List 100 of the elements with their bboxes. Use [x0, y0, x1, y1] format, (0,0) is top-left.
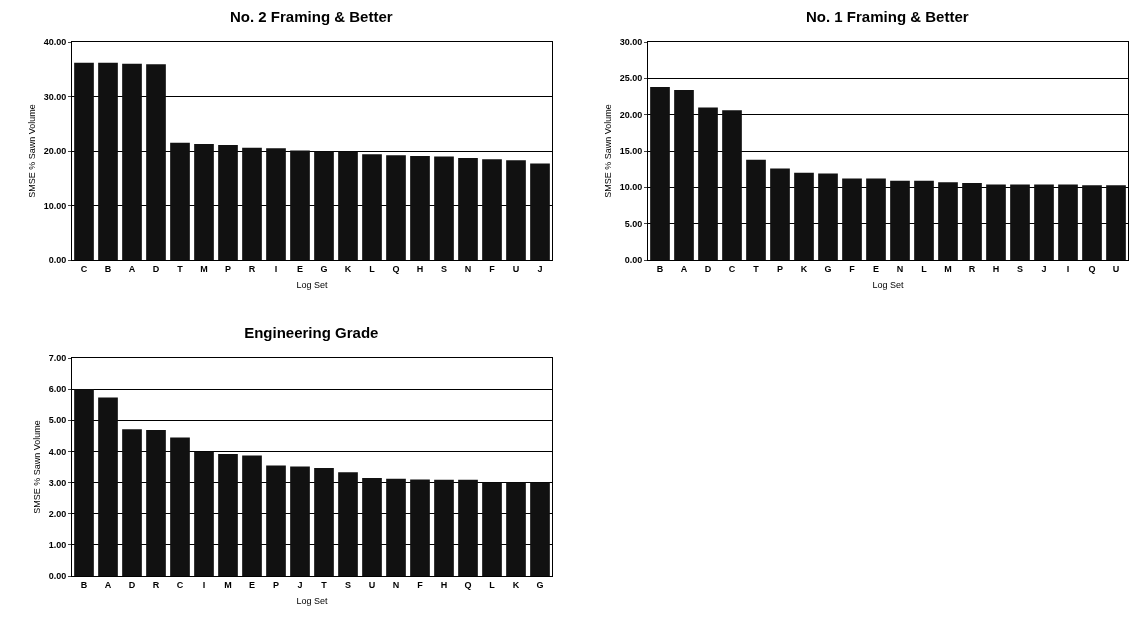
x-tick-label: K	[512, 579, 520, 590]
bar	[122, 63, 142, 260]
x-tick-label: P	[224, 263, 232, 274]
bar	[266, 148, 286, 260]
y-tick-label: 7.00	[48, 353, 67, 364]
bar	[74, 62, 94, 260]
x-tick-label: N	[392, 579, 400, 590]
y-axis-title: SMSE % Sawn Volume	[603, 104, 614, 198]
x-tick-label: N	[896, 263, 904, 274]
x-tick-label: R	[248, 263, 256, 274]
x-tick-label: L	[489, 579, 496, 590]
bar	[1010, 184, 1030, 260]
x-axis-title: Log Set	[872, 279, 905, 290]
x-tick-label: F	[489, 263, 496, 274]
x-tick-label: J	[297, 579, 303, 590]
bar	[290, 150, 310, 260]
x-tick-label: I	[274, 263, 278, 274]
bar	[938, 182, 958, 260]
bar	[362, 477, 382, 576]
x-tick-label: N	[464, 263, 472, 274]
y-tick-label: 6.00	[48, 384, 67, 395]
x-tick-label: P	[272, 579, 280, 590]
y-tick-label: 4.00	[48, 446, 67, 457]
bar	[650, 87, 670, 260]
bar	[170, 437, 190, 576]
bar	[434, 479, 454, 576]
x-tick-label: A	[104, 579, 112, 590]
x-tick-label: M	[200, 263, 208, 274]
bar	[794, 172, 814, 260]
x-tick-label: G	[320, 263, 328, 274]
x-tick-label: P	[776, 263, 784, 274]
x-tick-label: E	[248, 579, 256, 590]
x-tick-label: D	[152, 263, 160, 274]
bar	[842, 178, 862, 260]
x-tick-label: U	[1112, 263, 1120, 274]
x-tick-label: Q	[1088, 263, 1096, 274]
x-tick-label: S	[344, 579, 352, 590]
x-axis-title: Log Set	[296, 595, 329, 606]
x-tick-label: I	[202, 579, 206, 590]
bar	[314, 151, 334, 260]
y-tick-label: 20.00	[619, 109, 643, 120]
bar	[482, 159, 502, 260]
bar	[770, 168, 790, 260]
bar	[1106, 185, 1126, 260]
bar	[170, 142, 190, 260]
x-axis-title: Log Set	[296, 279, 329, 290]
y-tick-label: 15.00	[619, 146, 643, 157]
bar	[410, 479, 430, 576]
chart-title: Engineering Grade	[244, 323, 379, 341]
chart-title: No. 2 Framing & Better	[230, 7, 393, 25]
x-tick-label: C	[80, 263, 88, 274]
bar	[386, 478, 406, 576]
x-tick-label: S	[1016, 263, 1024, 274]
bar	[1034, 184, 1054, 260]
bar	[914, 180, 934, 260]
x-tick-label: T	[177, 263, 184, 274]
y-tick-label: 0.00	[48, 571, 67, 582]
chart-title: No. 1 Framing & Better	[806, 7, 969, 25]
x-tick-label: E	[872, 263, 880, 274]
x-tick-label: R	[152, 579, 160, 590]
x-tick-label: J	[537, 263, 543, 274]
y-tick-label: 30.00	[43, 91, 67, 102]
x-tick-label: G	[536, 579, 544, 590]
bar	[146, 64, 166, 260]
x-tick-label: F	[849, 263, 856, 274]
bar	[818, 173, 838, 260]
x-tick-label: U	[368, 579, 376, 590]
bar	[242, 147, 262, 260]
x-tick-label: J	[1041, 263, 1047, 274]
bar	[338, 472, 358, 576]
y-tick-label: 25.00	[619, 73, 643, 84]
bar	[338, 151, 358, 260]
bar	[530, 163, 550, 260]
bar	[218, 453, 238, 576]
bar	[434, 156, 454, 260]
x-tick-label: C	[176, 579, 184, 590]
bar	[1082, 185, 1102, 260]
bar	[458, 479, 478, 576]
x-tick-label: M	[944, 263, 952, 274]
x-tick-label: D	[704, 263, 712, 274]
x-tick-label: A	[680, 263, 688, 274]
x-tick-label: Q	[392, 263, 400, 274]
bar	[866, 178, 886, 260]
x-tick-label: B	[104, 263, 112, 274]
y-tick-label: 1.00	[48, 540, 67, 551]
y-tick-label: 20.00	[43, 146, 67, 157]
x-tick-label: K	[800, 263, 808, 274]
x-tick-label: U	[512, 263, 520, 274]
bar	[410, 155, 430, 260]
bar	[962, 182, 982, 260]
bar	[242, 455, 262, 576]
y-axis-title: SMSE % Sawn Volume	[27, 104, 38, 198]
x-tick-label: K	[344, 263, 352, 274]
y-tick-label: 0.00	[48, 255, 67, 266]
y-tick-label: 0.00	[624, 255, 643, 266]
x-tick-label: A	[128, 263, 136, 274]
y-axis-title: SMSE % Sawn Volume	[32, 420, 43, 514]
y-tick-label: 5.00	[48, 415, 67, 426]
bar	[218, 145, 238, 260]
y-tick-label: 3.00	[48, 477, 67, 488]
